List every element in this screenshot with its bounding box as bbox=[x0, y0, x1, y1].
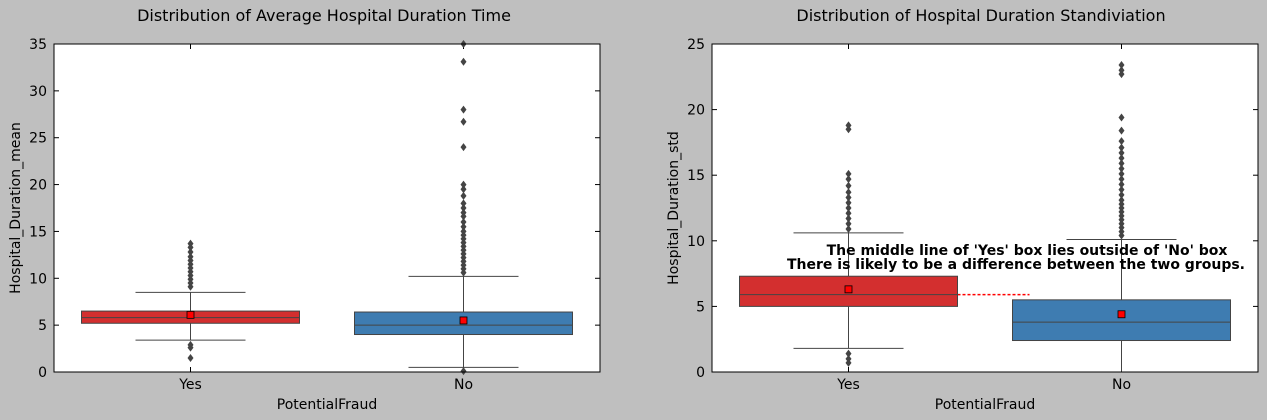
outlier-point bbox=[1118, 143, 1125, 152]
outlier-point bbox=[1118, 180, 1125, 189]
outlier-point bbox=[845, 198, 852, 207]
y-tick-label: 20 bbox=[29, 178, 47, 194]
outlier-point bbox=[187, 239, 194, 248]
outlier-point bbox=[460, 117, 467, 126]
chart-title: Distribution of Hospital Duration Standi… bbox=[796, 6, 1165, 25]
outlier-point bbox=[845, 188, 852, 197]
outlier-point bbox=[460, 227, 467, 236]
y-tick-label: 20 bbox=[687, 103, 705, 119]
x-axis-label: PotentialFraud bbox=[935, 397, 1035, 413]
y-tick-label: 0 bbox=[696, 365, 705, 381]
x-tick-label: No bbox=[454, 377, 473, 393]
y-tick-label: 25 bbox=[687, 37, 705, 53]
outlier-point bbox=[460, 204, 467, 212]
boxplot-no bbox=[1012, 60, 1231, 373]
outlier-point bbox=[1118, 113, 1125, 122]
outlier-point bbox=[845, 349, 852, 358]
outlier-point bbox=[845, 224, 852, 233]
outlier-point bbox=[1118, 66, 1125, 75]
outlier-point bbox=[845, 209, 852, 218]
boxplot-no bbox=[354, 40, 573, 376]
x-tick-label: Yes bbox=[836, 377, 860, 393]
annotation-text: There is likely to be a difference betwe… bbox=[787, 257, 1245, 273]
outlier-point bbox=[460, 218, 467, 227]
y-tick-label: 10 bbox=[687, 234, 705, 250]
outlier-point bbox=[460, 222, 467, 231]
boxplot-yes bbox=[739, 121, 958, 367]
outlier-point bbox=[845, 214, 852, 223]
outlier-point bbox=[460, 143, 467, 152]
outlier-point bbox=[460, 191, 467, 200]
y-tick-label: 15 bbox=[687, 168, 705, 184]
outlier-point bbox=[1118, 60, 1125, 69]
y-tick-label: 35 bbox=[29, 37, 47, 53]
chart-panel-1: Distribution of Average Hospital Duratio… bbox=[8, 6, 601, 413]
outlier-point bbox=[845, 219, 852, 228]
y-axis-label: Hospital_Duration_std bbox=[666, 131, 682, 285]
outlier-point bbox=[845, 181, 852, 190]
mean-marker bbox=[844, 285, 853, 294]
outlier-point bbox=[1118, 164, 1125, 173]
box-iqr bbox=[1012, 299, 1231, 342]
outlier-point bbox=[460, 208, 467, 217]
outlier-point bbox=[1118, 137, 1125, 146]
outlier-point bbox=[187, 340, 194, 349]
mean-marker bbox=[186, 310, 195, 319]
y-tick-label: 10 bbox=[29, 271, 47, 287]
y-tick-label: 25 bbox=[29, 131, 47, 147]
y-axis-label: Hospital_Duration_mean bbox=[8, 122, 24, 294]
x-tick-label: No bbox=[1112, 377, 1131, 393]
outlier-point bbox=[845, 204, 852, 212]
y-tick-label: 15 bbox=[29, 224, 47, 240]
outlier-point bbox=[845, 354, 852, 363]
outlier-point bbox=[845, 193, 852, 202]
outlier-point bbox=[1118, 126, 1125, 135]
outlier-point bbox=[1118, 196, 1125, 205]
outlier-point bbox=[1118, 148, 1125, 157]
outlier-point bbox=[1118, 190, 1125, 199]
annotation-text: The middle line of 'Yes' box lies outsid… bbox=[827, 243, 1228, 259]
x-tick-label: Yes bbox=[178, 377, 202, 393]
chart-panel-2: Distribution of Hospital Duration Standi… bbox=[666, 6, 1259, 413]
boxplot-yes bbox=[81, 239, 300, 362]
outlier-point bbox=[1118, 159, 1125, 168]
outlier-point bbox=[845, 121, 852, 130]
outlier-point bbox=[460, 180, 467, 189]
y-tick-label: 30 bbox=[29, 84, 47, 100]
outlier-point bbox=[460, 57, 467, 66]
y-tick-label: 5 bbox=[38, 318, 47, 334]
outlier-point bbox=[460, 367, 467, 376]
outlier-point bbox=[187, 248, 194, 257]
outlier-point bbox=[1118, 185, 1125, 194]
chart-title: Distribution of Average Hospital Duratio… bbox=[137, 6, 511, 25]
x-axis-label: PotentialFraud bbox=[277, 397, 377, 413]
outlier-point bbox=[460, 105, 467, 114]
plot-frame bbox=[711, 43, 1259, 373]
outlier-point bbox=[845, 175, 852, 184]
plot-frame bbox=[53, 43, 601, 373]
outlier-point bbox=[187, 353, 194, 362]
y-tick-label: 5 bbox=[696, 299, 705, 315]
y-tick-label: 0 bbox=[38, 365, 47, 381]
outlier-point bbox=[187, 252, 194, 261]
outlier-point bbox=[845, 169, 852, 178]
mean-marker bbox=[459, 316, 468, 325]
outlier-point bbox=[1118, 175, 1125, 184]
outlier-point bbox=[1118, 169, 1125, 178]
outlier-point bbox=[460, 199, 467, 208]
mean-marker bbox=[1117, 310, 1126, 319]
outlier-point bbox=[1118, 154, 1125, 163]
outlier-point bbox=[460, 185, 467, 194]
